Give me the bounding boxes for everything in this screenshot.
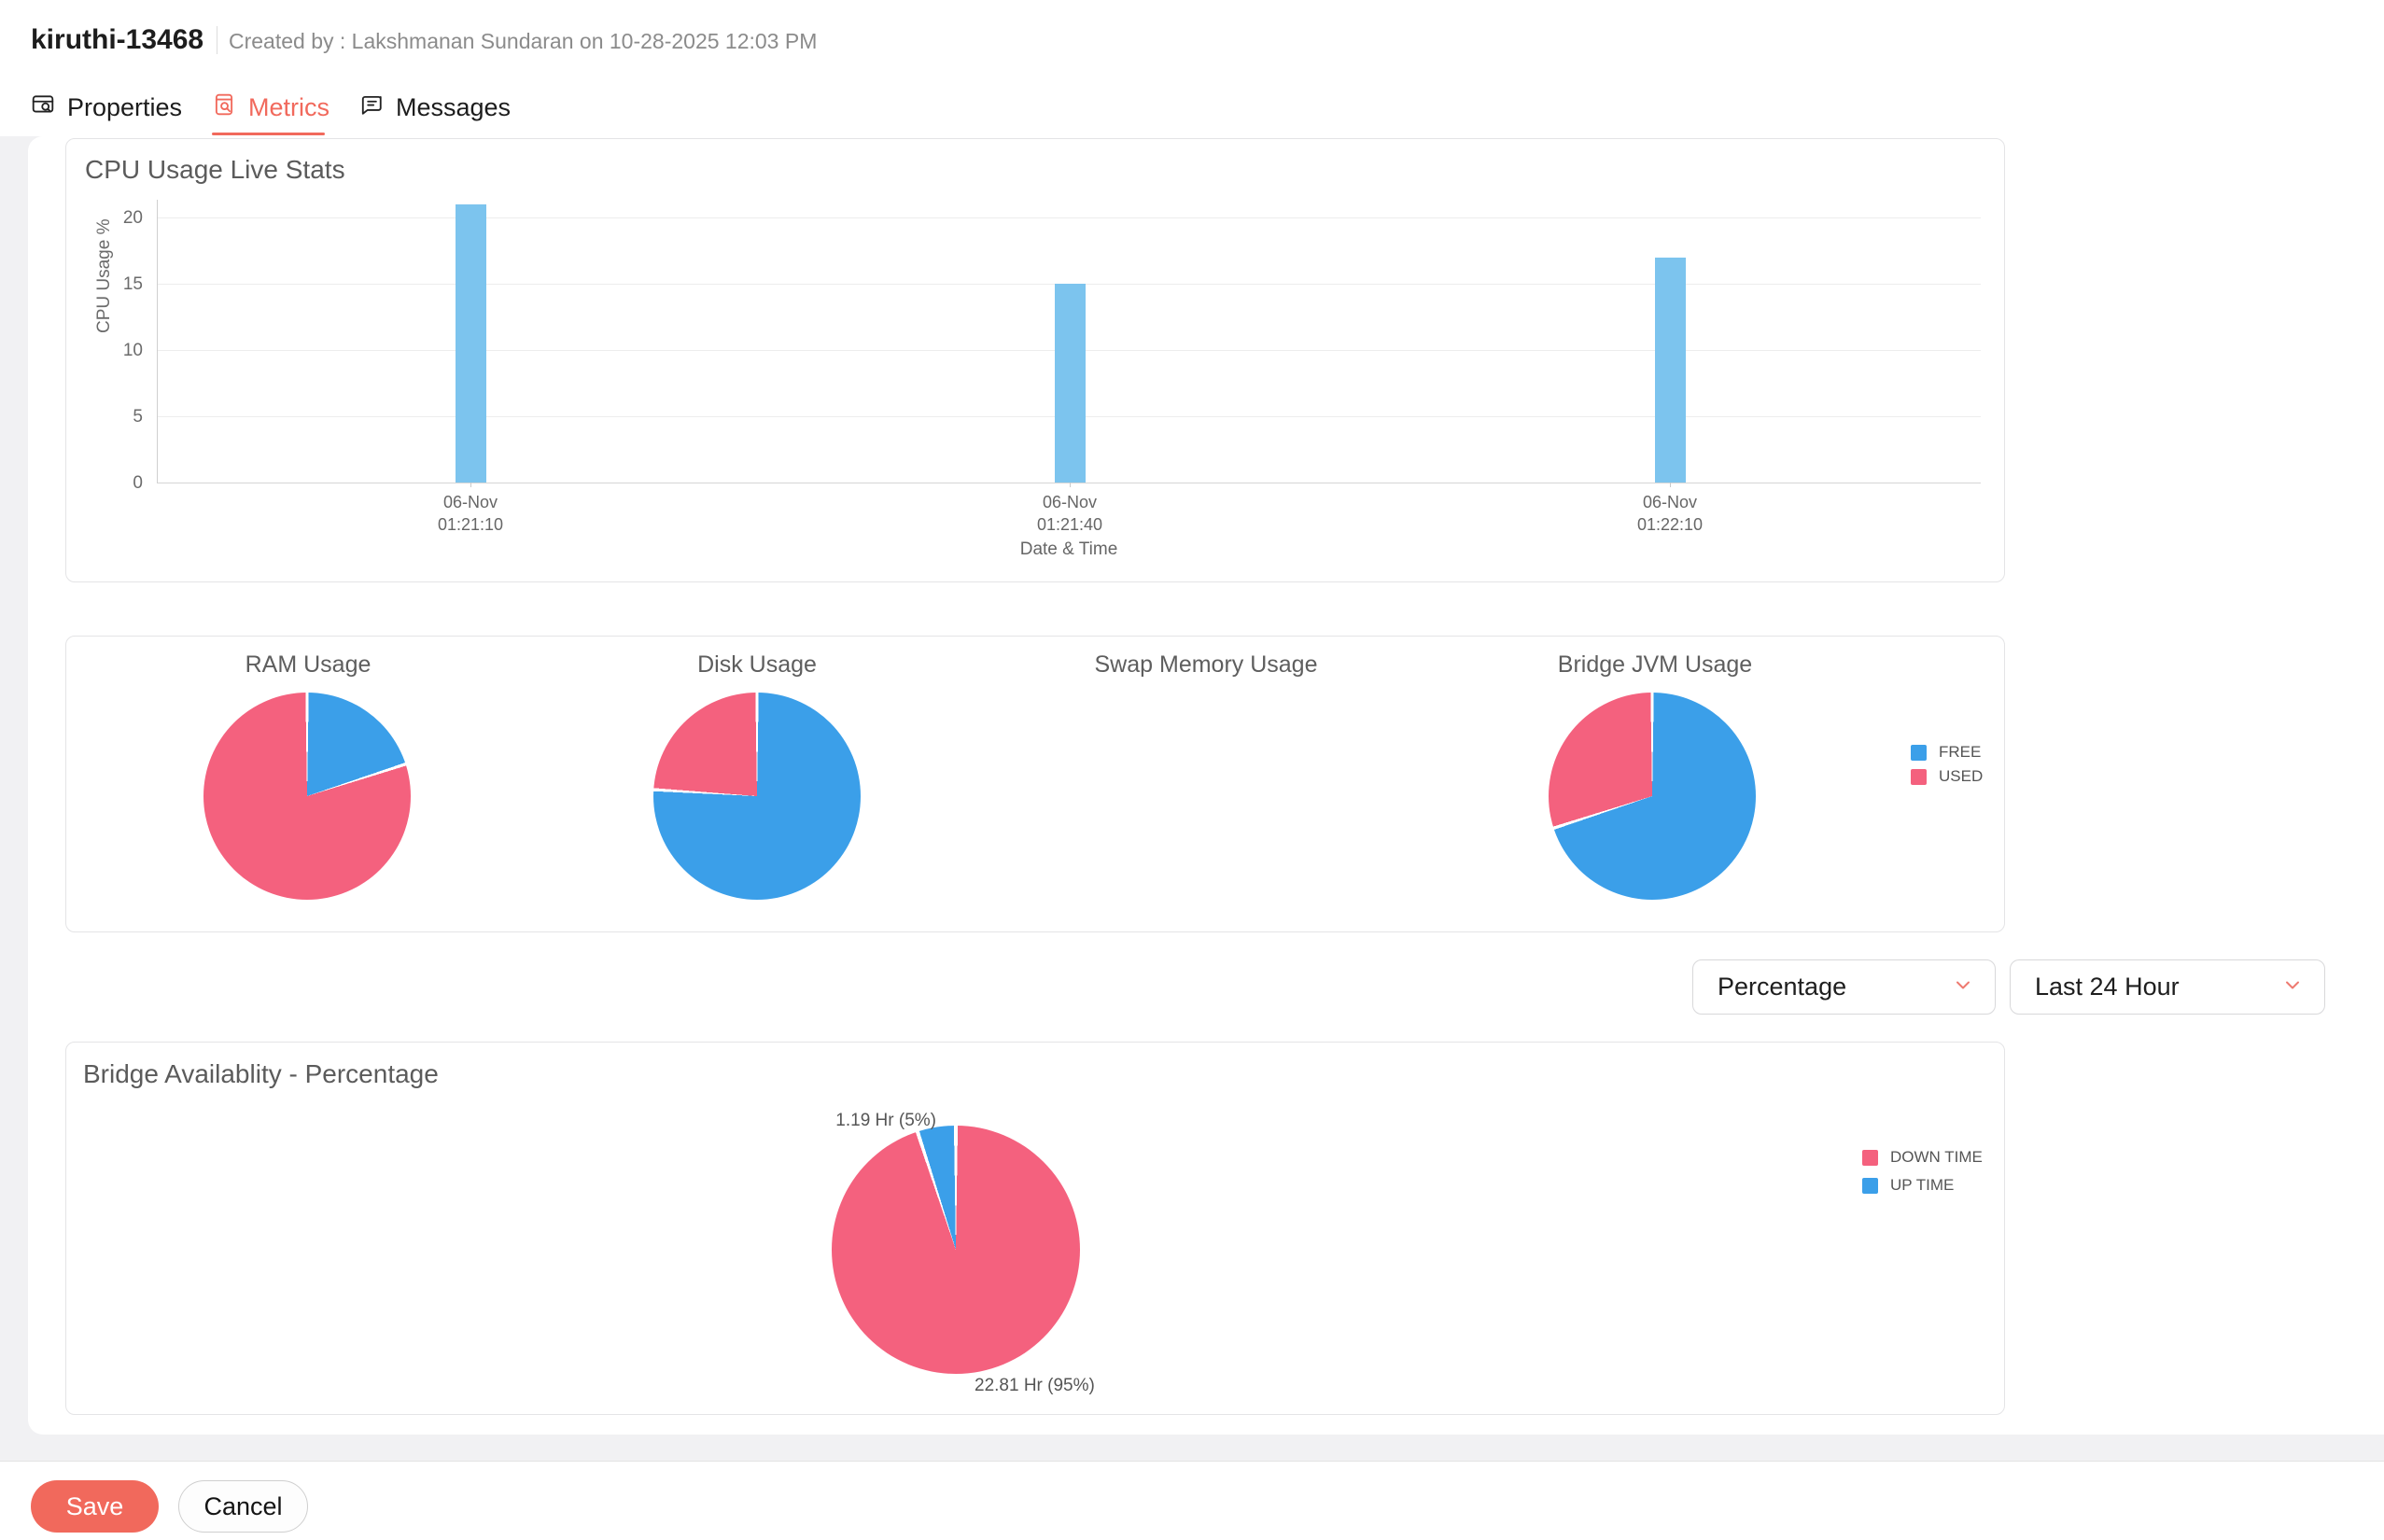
free-legend-swatch bbox=[1911, 744, 1927, 761]
cpu-plot: 06-Nov 01:21:10 06-Nov 01:21:40 06-Nov 01:2… bbox=[157, 200, 1981, 559]
cpu-ytick-0: 0 bbox=[133, 473, 143, 493]
cpu-xtick-3: 06-Nov 01:22:10 bbox=[1636, 493, 1704, 535]
bridge-availability-pie bbox=[832, 1126, 1080, 1374]
cpu-ytick-5: 5 bbox=[133, 407, 143, 427]
cpu-xtick-2: 06-Nov 01:21:40 bbox=[1036, 493, 1103, 535]
xtick-mark bbox=[1070, 483, 1071, 487]
swap-usage-title: Swap Memory Usage bbox=[1094, 651, 1318, 678]
cpu-bar bbox=[456, 204, 486, 483]
cpu-bar bbox=[1055, 284, 1086, 483]
tab-messages[interactable]: Messages bbox=[359, 79, 511, 135]
created-by-text: Created by : Lakshmanan Sundaran on 10-2… bbox=[229, 29, 818, 53]
active-tab-underline bbox=[212, 133, 325, 135]
up-time-legend-label: UP TIME bbox=[1890, 1176, 1955, 1194]
gridline-20 bbox=[158, 217, 1981, 218]
disk-usage-pie bbox=[653, 693, 861, 900]
bridge-availability-title: Bridge Availablity - Percentage bbox=[83, 1059, 439, 1088]
legend-free: FREE bbox=[1911, 743, 1981, 762]
disk-usage-title: Disk Usage bbox=[697, 651, 817, 678]
used-legend-swatch bbox=[1911, 768, 1927, 785]
legend-down-time: DOWN TIME bbox=[1862, 1148, 1983, 1167]
save-button[interactable]: Save bbox=[31, 1480, 159, 1533]
down-time-legend-label: DOWN TIME bbox=[1890, 1148, 1983, 1166]
free-legend-label: FREE bbox=[1939, 743, 1982, 761]
usage-pies-card: RAM Usage Disk Usage Swap Memory Usage B… bbox=[65, 636, 2005, 932]
ram-usage-title: RAM Usage bbox=[245, 651, 372, 678]
metric-type-value: Percentage bbox=[1718, 973, 1847, 1001]
legend-used: USED bbox=[1911, 767, 1983, 786]
chevron-down-icon bbox=[2281, 973, 2304, 1001]
up-time-legend-swatch bbox=[1862, 1177, 1878, 1194]
tab-messages-label: Messages bbox=[396, 92, 512, 121]
ram-usage-pie bbox=[203, 693, 411, 900]
cancel-button[interactable]: Cancel bbox=[178, 1480, 308, 1533]
tab-metrics[interactable]: Metrics bbox=[212, 79, 330, 135]
metric-type-dropdown[interactable]: Percentage bbox=[1692, 959, 1996, 1015]
xtick-mark bbox=[470, 483, 471, 487]
time-range-value: Last 24 Hour bbox=[2035, 973, 2180, 1001]
legend-up-time: UP TIME bbox=[1862, 1176, 1954, 1195]
cpu-bar bbox=[1655, 258, 1686, 483]
tab-bar: Properties Metrics Messages bbox=[0, 79, 2384, 137]
cpu-x-axis-label: Date & Time bbox=[1019, 539, 1118, 559]
jvm-usage-title: Bridge JVM Usage bbox=[1557, 651, 1753, 678]
tab-metrics-label: Metrics bbox=[248, 92, 330, 121]
down-time-legend-swatch bbox=[1862, 1149, 1878, 1166]
cpu-usage-card: CPU Usage Live Stats CPU Usage % 20 15 1… bbox=[65, 138, 2005, 582]
time-range-dropdown[interactable]: Last 24 Hour bbox=[2010, 959, 2325, 1015]
messages-icon bbox=[359, 92, 384, 123]
page-title: kiruthi-13468 bbox=[31, 24, 204, 55]
metrics-icon bbox=[212, 92, 236, 123]
bridge-availability-card: Bridge Availablity - Percentage 1.19 Hr … bbox=[65, 1042, 2005, 1415]
chevron-down-icon bbox=[1952, 973, 1974, 1001]
jvm-usage-pie bbox=[1549, 693, 1756, 900]
up-time-slice-label: 1.19 Hr (5%) bbox=[835, 1111, 936, 1130]
footer-bar: Save Cancel bbox=[0, 1461, 2384, 1540]
tab-properties[interactable]: Properties bbox=[31, 79, 182, 135]
xtick-mark bbox=[1670, 483, 1671, 487]
down-time-slice-label: 22.81 Hr (95%) bbox=[975, 1376, 1095, 1395]
properties-icon bbox=[31, 92, 55, 123]
page-header: kiruthi-13468 Created by : Lakshmanan Su… bbox=[0, 0, 2384, 80]
cpu-ytick-10: 10 bbox=[122, 341, 143, 360]
cpu-xtick-1: 06-Nov 01:21:10 bbox=[437, 493, 504, 535]
tab-properties-label: Properties bbox=[67, 92, 183, 121]
cpu-chart-title: CPU Usage Live Stats bbox=[85, 155, 345, 184]
used-legend-label: USED bbox=[1939, 767, 1984, 785]
cpu-ytick-15: 15 bbox=[122, 274, 143, 294]
cpu-ytick-20: 20 bbox=[122, 208, 143, 228]
